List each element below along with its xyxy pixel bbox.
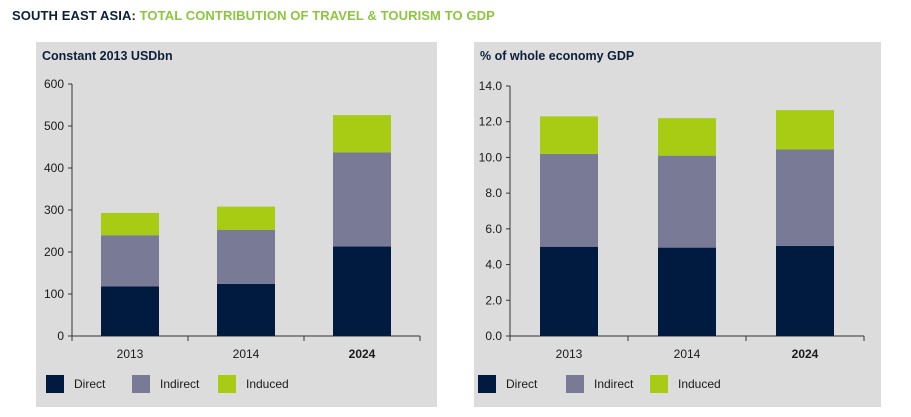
chart-panel-usd: Constant 2013 USDbn 0 100 200 300 400 500 600 2… [36,42,437,407]
bar-induced-2024 [333,115,391,153]
page-title: SOUTH EAST ASIA: TOTAL CONTRIBUTION OF T… [12,8,495,23]
bar-indirect-2013 [101,235,159,287]
chart-usd: 0 100 200 300 400 500 600 2013 2014 2024 [44,77,421,361]
legend-item-direct: Direct [478,375,537,393]
bar-induced-2014 [217,206,275,230]
bar-indirect-2014 [658,155,716,248]
legend-item-induced: Induced [218,375,289,393]
legend-label: Induced [246,377,289,391]
chart-panel-gdp-share: % of whole economy GDP 0.0 2.0 4.0 6.0 8.0 10… [474,42,881,407]
legend-item-indirect: Indirect [132,375,199,393]
y-tick-label: 500 [44,119,64,133]
y-tick-label: 2.0 [485,293,502,307]
bar-indirect-2024 [333,152,391,247]
y-tick-label: 200 [44,245,64,259]
legend-swatch [566,375,584,393]
y-tick-label: 10.0 [479,150,503,164]
legend-usd: Direct Indirect Induced [36,375,437,395]
bar-direct-2013 [540,246,598,336]
y-tick-label: 4.0 [485,258,502,272]
x-tick-label: 2013 [556,347,583,361]
bar-direct-2013 [101,286,159,336]
legend-label: Indirect [594,377,634,391]
y-tick-label: 8.0 [485,186,502,200]
legend-label: Induced [678,377,721,391]
legend-gdp-share: Direct Indirect Induced [474,375,881,395]
bar-direct-2024 [776,245,834,336]
bar-indirect-2024 [776,149,834,246]
legend-item-induced: Induced [650,375,721,393]
y-tick-label: 0 [57,329,64,343]
legend-item-indirect: Indirect [566,375,633,393]
bar-direct-2014 [217,283,275,336]
page-title-region: SOUTH EAST ASIA: [12,8,136,23]
x-tick-label: 2024 [792,347,819,361]
y-tick-label: 12.0 [479,115,503,129]
legend-swatch [46,375,64,393]
chart-gdp-share: 0.0 2.0 4.0 6.0 8.0 10.0 12.0 14.0 2013 2014 2024 [479,79,865,361]
legend-label: Direct [74,377,106,391]
bar-indirect-2013 [540,153,598,247]
bar-direct-2024 [333,246,391,336]
legend-swatch [132,375,150,393]
bar-direct-2014 [658,247,716,336]
bar-induced-2024 [776,110,834,150]
x-tick-label: 2013 [117,347,144,361]
bar-induced-2014 [658,118,716,156]
page-title-subject: TOTAL CONTRIBUTION OF TRAVEL & TOURISM T… [139,8,495,23]
bar-indirect-2014 [217,229,275,284]
y-tick-label: 600 [44,77,64,91]
y-tick-label: 100 [44,287,64,301]
legend-item-direct: Direct [46,375,105,393]
y-tick-label: 14.0 [479,79,503,93]
legend-label: Indirect [160,377,200,391]
y-tick-label: 400 [44,161,64,175]
legend-swatch [650,375,668,393]
legend-swatch [218,375,236,393]
chart-title-gdp-share: % of whole economy GDP [480,49,635,63]
x-tick-label: 2014 [674,347,701,361]
legend-label: Direct [506,377,538,391]
y-tick-label: 300 [44,203,64,217]
y-tick-label: 6.0 [485,222,502,236]
x-tick-label: 2024 [349,347,376,361]
bar-induced-2013 [540,116,598,154]
x-tick-label: 2014 [233,347,260,361]
chart-title-usd: Constant 2013 USDbn [42,49,173,63]
y-tick-label: 0.0 [485,329,502,343]
legend-swatch [478,375,496,393]
bar-induced-2013 [101,212,159,236]
